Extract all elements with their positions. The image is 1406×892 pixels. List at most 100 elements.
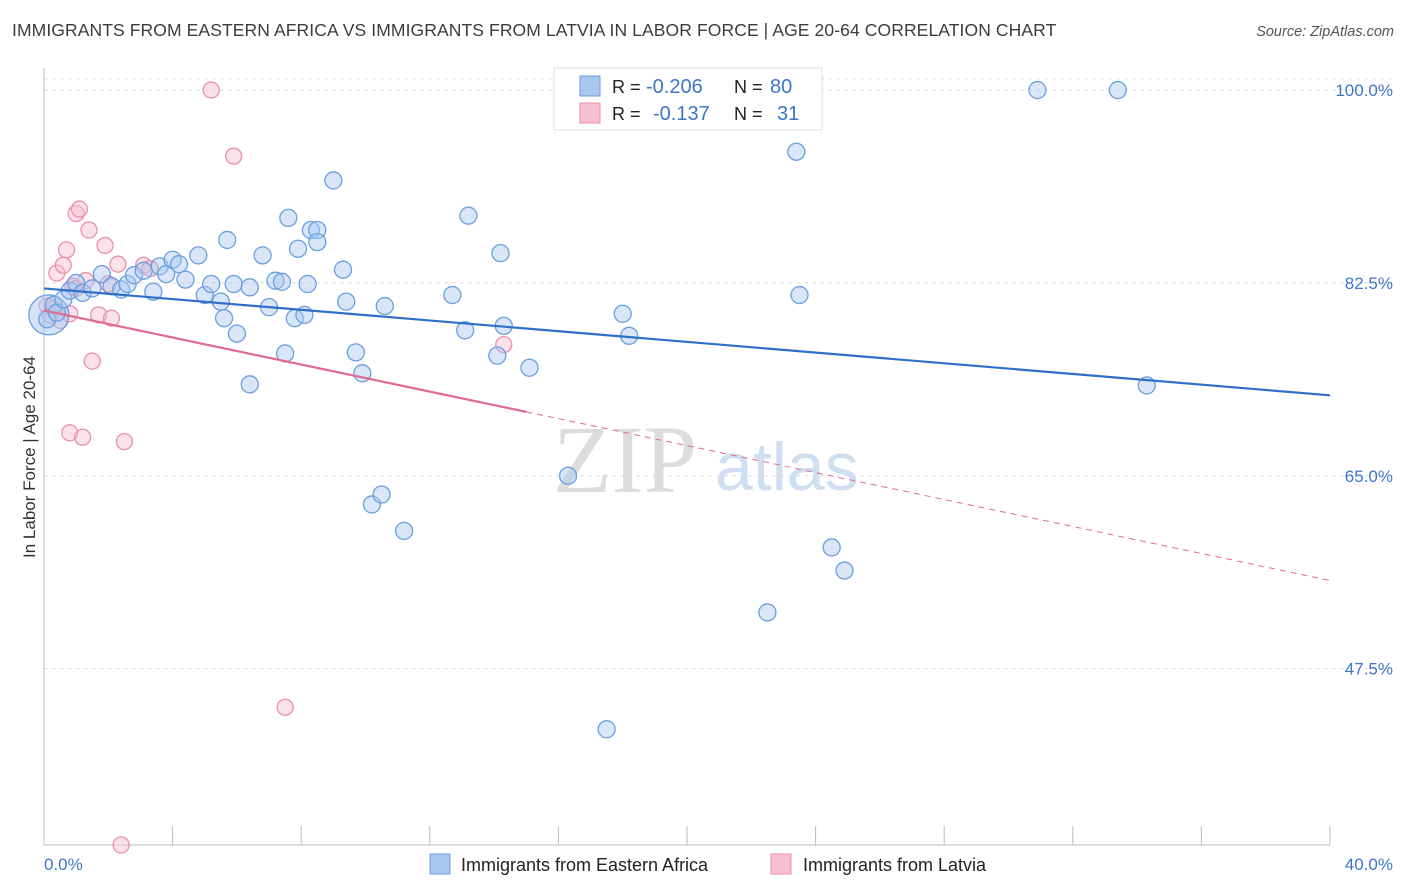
gridlines (44, 78, 1393, 670)
trend-line-latvia (43, 309, 527, 413)
legend-n-label-1: N = (734, 77, 763, 97)
legend-n-value-1: 80 (770, 76, 792, 98)
legend-bottom-label-latvia: Immigrants from Latvia (803, 855, 987, 875)
legend-top: R = -0.206 N = 80 R = -0.137 N = 31 (553, 67, 823, 131)
chart-title: IMMIGRANTS FROM EASTERN AFRICA VS IMMIGR… (12, 20, 1057, 40)
legend-bottom-label-eastern-africa: Immigrants from Eastern Africa (461, 855, 709, 875)
series-latvia-points (38, 81, 513, 854)
source-credit: Source: ZipAtlas.com (1256, 24, 1394, 40)
data-point (758, 603, 777, 622)
legend-n-value-2: 31 (777, 103, 799, 125)
data-point (613, 304, 632, 323)
data-point (375, 296, 394, 316)
data-point (96, 236, 114, 255)
data-point (394, 521, 414, 541)
legend-bottom: Immigrants from Eastern Africa Immigrant… (429, 853, 987, 875)
data-point (337, 292, 356, 311)
data-point (240, 375, 259, 394)
data-point (214, 309, 234, 328)
data-point (70, 200, 89, 218)
data-point (102, 309, 121, 327)
data-point (488, 346, 507, 365)
y-tick-label: 47.5% (1345, 660, 1393, 679)
data-point (124, 266, 144, 285)
data-point (80, 221, 98, 239)
data-point (520, 358, 539, 377)
data-point (298, 274, 317, 294)
data-point (227, 324, 247, 343)
y-tick-labels: 47.5% 65.0% 82.5% 100.0% (1335, 81, 1393, 679)
data-point (73, 428, 92, 446)
data-point (195, 285, 214, 305)
data-point (558, 466, 578, 485)
data-point (240, 278, 259, 297)
data-point (144, 282, 163, 301)
data-point (112, 836, 130, 854)
data-point (495, 335, 513, 354)
data-point (169, 255, 189, 274)
data-point (61, 424, 79, 442)
data-point (109, 255, 127, 273)
data-point (253, 246, 272, 265)
legend-swatch-blue (579, 75, 601, 97)
legend-n-label-2: N = (734, 104, 763, 124)
legend-bottom-swatch-pink (770, 853, 792, 875)
data-point (83, 279, 102, 298)
data-point (134, 261, 153, 280)
trend-line-latvia-extension (526, 411, 1331, 581)
data-point (822, 538, 841, 557)
data-point (225, 147, 243, 165)
legend-r-label-2: R = (612, 104, 641, 124)
legend-r-value-2: -0.137 (653, 103, 710, 125)
data-point (57, 241, 76, 259)
data-point (272, 272, 292, 291)
data-point (308, 232, 327, 252)
y-tick-label: 82.5% (1345, 274, 1393, 293)
data-point (372, 485, 391, 504)
data-point (1108, 80, 1127, 100)
data-point (835, 561, 854, 580)
data-point (202, 81, 220, 99)
watermark-zip: ZIP (553, 406, 697, 513)
data-point (92, 264, 112, 284)
data-point (333, 260, 353, 279)
data-point (459, 206, 478, 225)
data-point (491, 244, 510, 263)
data-point (115, 432, 134, 451)
trend-lines (43, 287, 1331, 581)
x-axis-ticks (43, 826, 1331, 845)
data-point (790, 285, 809, 305)
data-point (54, 256, 72, 274)
legend-r-label-1: R = (612, 77, 641, 97)
y-axis-title: In Labor Force | Age 20-64 (20, 356, 39, 558)
watermark: ZIP atlas (553, 406, 859, 513)
legend-r-value-1: -0.206 (646, 76, 703, 98)
data-point (189, 246, 208, 265)
data-point (443, 285, 462, 305)
data-point (597, 720, 616, 739)
data-point (324, 171, 343, 190)
legend-bottom-swatch-blue (429, 853, 451, 875)
data-point (266, 271, 285, 290)
trend-line-eastern-africa (43, 287, 1331, 397)
data-point (288, 239, 308, 258)
data-point (787, 142, 806, 161)
legend-swatch-pink (579, 102, 601, 124)
data-point (279, 208, 298, 228)
data-point (224, 274, 243, 294)
data-point (176, 270, 195, 289)
series-eastern-africa-points (28, 80, 1156, 739)
data-point (276, 698, 294, 716)
data-point (362, 495, 382, 514)
data-point (83, 352, 101, 370)
data-point (218, 230, 237, 250)
data-point (346, 343, 366, 362)
y-tick-label: 65.0% (1345, 467, 1393, 486)
y-tick-label: 100.0% (1335, 81, 1393, 100)
data-point (456, 321, 475, 340)
data-point (1028, 80, 1047, 100)
x-tick-label-max: 40.0% (1345, 855, 1393, 874)
x-tick-label-min: 0.0% (44, 855, 83, 874)
data-point (202, 274, 221, 294)
